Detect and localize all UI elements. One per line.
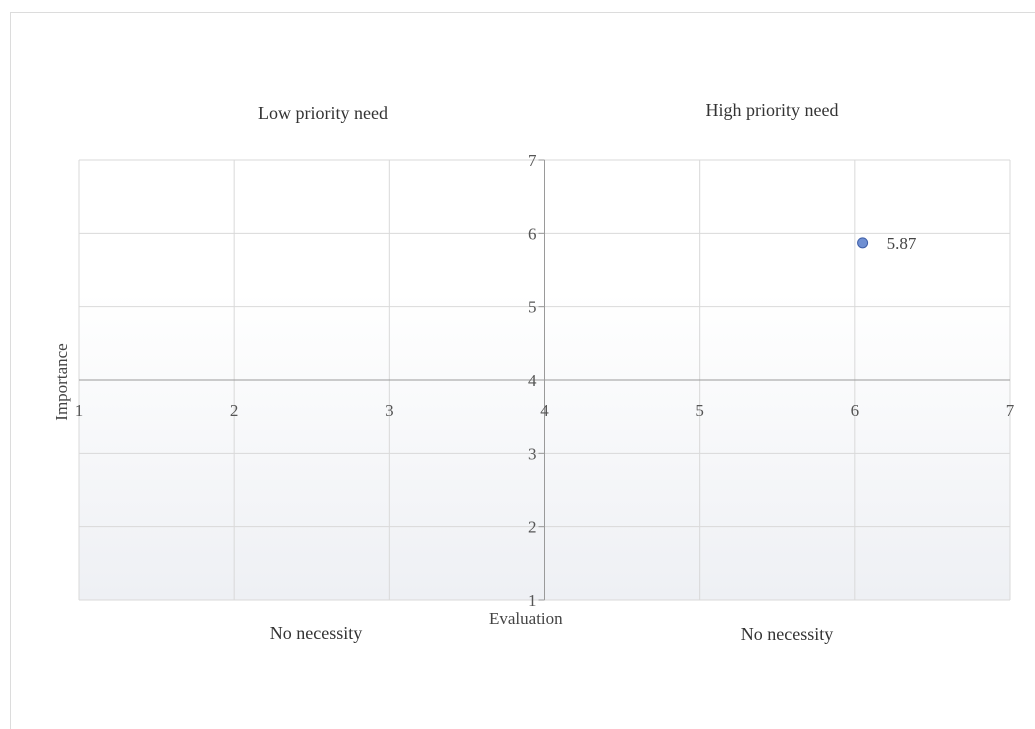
y-axis-title: Importance bbox=[52, 343, 71, 421]
y-tick-label: 2 bbox=[528, 518, 537, 537]
axes bbox=[79, 159, 1010, 601]
quadrant-label-bottom-right: No necessity bbox=[740, 624, 834, 644]
x-axis-title: Evaluation bbox=[489, 609, 563, 628]
quadrant-label-top-right: High priority need bbox=[705, 100, 839, 120]
data-point bbox=[857, 237, 869, 249]
y-tick-label: 6 bbox=[528, 224, 537, 243]
x-tick-label: 5 bbox=[695, 401, 704, 420]
x-tick-label: 7 bbox=[1006, 401, 1015, 420]
x-tick-label: 1 bbox=[75, 401, 84, 420]
y-tick-label: 5 bbox=[528, 298, 537, 317]
data-label: 5.87 bbox=[887, 234, 917, 253]
y-tick-label: 1 bbox=[528, 591, 537, 610]
y-tick-label: 3 bbox=[528, 444, 537, 463]
quadrant-label-top-left: Low priority need bbox=[258, 103, 388, 123]
quadrant-label-bottom-left: No necessity bbox=[269, 623, 363, 643]
x-tick-label: 4 bbox=[540, 401, 549, 420]
x-tick-label: 2 bbox=[230, 401, 239, 420]
data-points: 5.87 bbox=[857, 234, 917, 253]
tick-labels: 1 2 3 4 5 6 7 1 2 3 4 5 6 7 bbox=[75, 151, 1015, 610]
y-tick-label: 4 bbox=[528, 371, 537, 390]
x-tick-label: 6 bbox=[851, 401, 860, 420]
y-tick-label: 7 bbox=[528, 151, 537, 170]
x-tick-label: 3 bbox=[385, 401, 394, 420]
